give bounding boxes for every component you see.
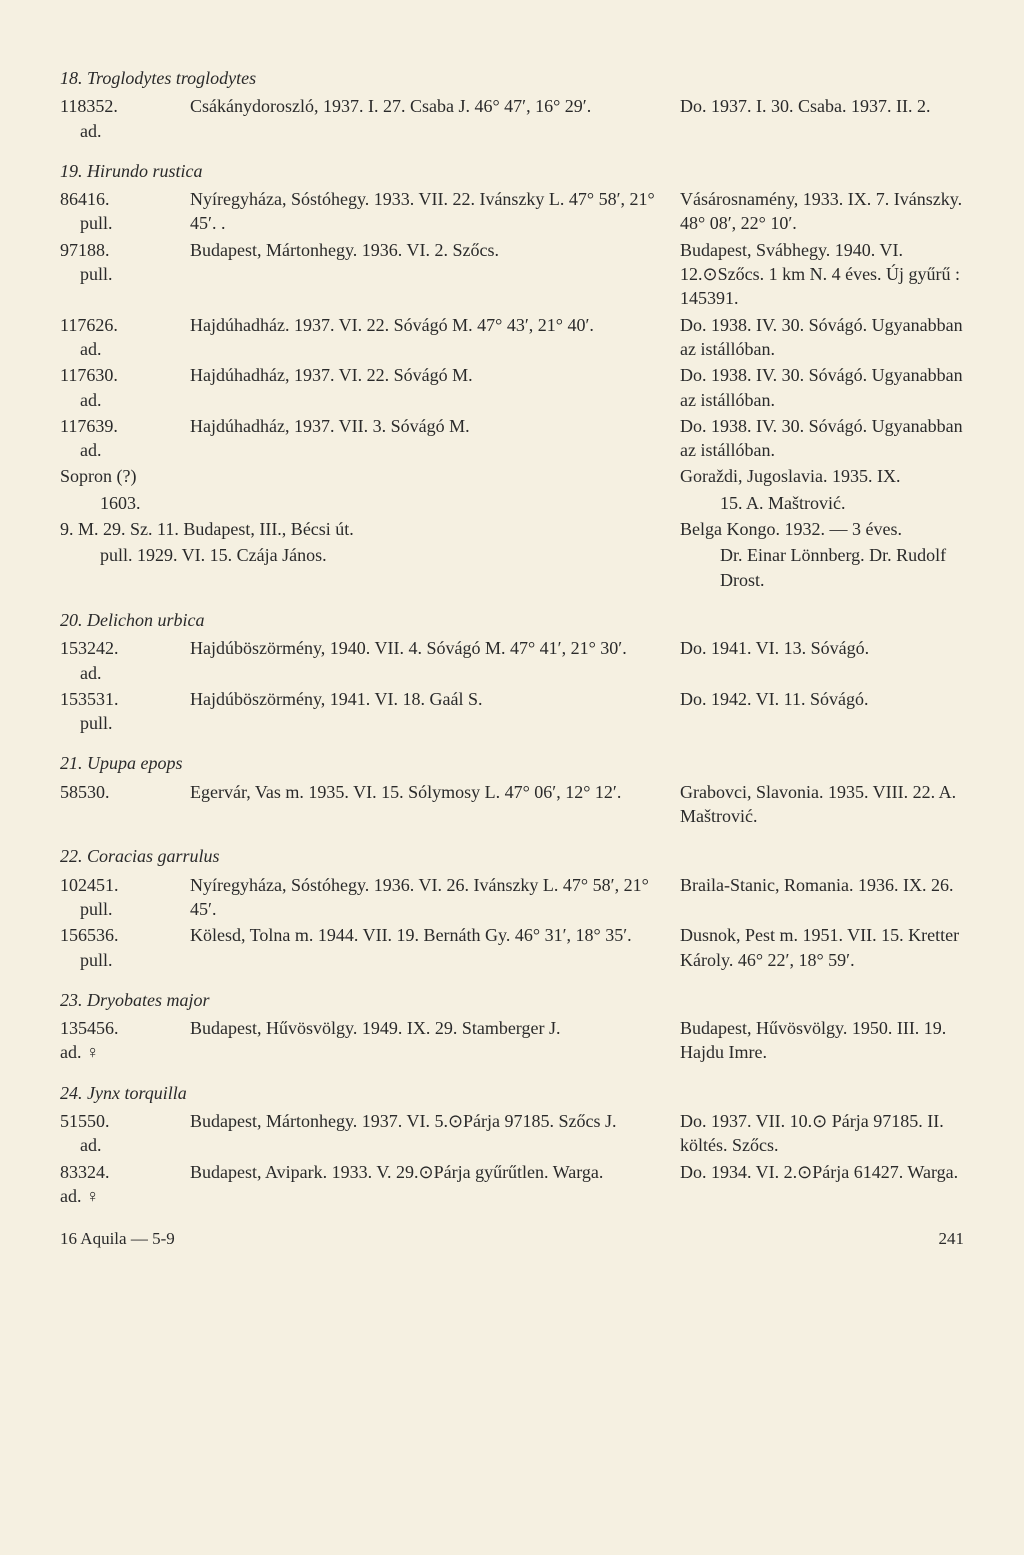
- entry-left-text: Hajdúhadház, 1937. VII. 3. Sóvágó M.: [190, 414, 660, 463]
- entry-left-text: Csákánydoroszló, 1937. I. 27. Csaba J. 4…: [190, 94, 660, 143]
- special-right: 15. A. Maštrović.: [720, 491, 964, 515]
- special-left: 1603.: [60, 491, 720, 515]
- entry-id: 117626.: [60, 313, 190, 337]
- entry-row: 153242. ad. Hajdúböszörmény, 1940. VII. …: [60, 636, 964, 685]
- entry-id: 153242.: [60, 636, 190, 660]
- entry-left-text: Egervár, Vas m. 1935. VI. 15. Sólymosy L…: [190, 780, 660, 804]
- page-number: 241: [939, 1228, 965, 1251]
- entry-type: ad.: [60, 438, 190, 462]
- entry-left-text: Budapest, Hűvösvölgy. 1949. IX. 29. Stam…: [190, 1016, 660, 1065]
- special-row: 9. M. 29. Sz. 11. Budapest, III., Bécsi …: [60, 517, 964, 541]
- entry-row: 83324. ad. ♀ Budapest, Avipark. 1933. V.…: [60, 1160, 964, 1209]
- special-right: Dr. Einar Lönnberg. Dr. Rudolf Drost.: [720, 543, 964, 592]
- entry-type: ad.: [60, 388, 190, 412]
- species-title-24: 24. Jynx torquilla: [60, 1081, 964, 1105]
- entry-right-text: Do. 1934. VI. 2.⊙Párja 61427. Warga.: [680, 1160, 964, 1209]
- special-row: Sopron (?) Goraždi, Jugoslavia. 1935. IX…: [60, 464, 964, 488]
- entry-id: 97188.: [60, 238, 190, 262]
- entry-right-text: Budapest, Svábhegy. 1940. VI. 12.⊙Szőcs.…: [680, 238, 964, 311]
- entry-left-text: Hajdúhadház. 1937. VI. 22. Sóvágó M. 47°…: [190, 313, 660, 362]
- entry-left-text: Kölesd, Tolna m. 1944. VII. 19. Bernáth …: [190, 923, 660, 972]
- entry-row: 118352. ad. Csákánydoroszló, 1937. I. 27…: [60, 94, 964, 143]
- entry-row: 117626. ad. Hajdúhadház. 1937. VI. 22. S…: [60, 313, 964, 362]
- entry-id: 118352.: [60, 94, 190, 118]
- special-left: pull. 1929. VI. 15. Czája János.: [60, 543, 720, 592]
- special-row: 1603. 15. A. Maštrović.: [60, 491, 964, 515]
- entry-type: ad.: [60, 119, 190, 143]
- entry-row: 117630. ad. Hajdúhadház, 1937. VI. 22. S…: [60, 363, 964, 412]
- entry-right-text: Budapest, Hűvösvölgy. 1950. III. 19. Haj…: [680, 1016, 964, 1065]
- entry-type: pull.: [60, 948, 190, 972]
- special-right: Goraždi, Jugoslavia. 1935. IX.: [680, 464, 964, 488]
- entry-id: 58530.: [60, 780, 190, 804]
- entry-right-text: Do. 1941. VI. 13. Sóvágó.: [680, 636, 964, 685]
- entry-right-text: Do. 1938. IV. 30. Sóvágó. Ugyanabban az …: [680, 313, 964, 362]
- entry-id: 102451.: [60, 873, 190, 897]
- special-left: 9. M. 29. Sz. 11. Budapest, III., Bécsi …: [60, 517, 680, 541]
- entry-id: 117639.: [60, 414, 190, 438]
- species-title-22: 22. Coracias garrulus: [60, 844, 964, 868]
- entry-row: 156536. pull. Kölesd, Tolna m. 1944. VII…: [60, 923, 964, 972]
- entry-row: 58530. Egervár, Vas m. 1935. VI. 15. Sól…: [60, 780, 964, 829]
- special-left: Sopron (?): [60, 464, 680, 488]
- entry-type: ad.: [60, 337, 190, 361]
- entry-left-text: Hajdúhadház, 1937. VI. 22. Sóvágó M.: [190, 363, 660, 412]
- entry-left-text: Budapest, Avipark. 1933. V. 29.⊙Párja gy…: [190, 1160, 660, 1209]
- entry-id: 117630.: [60, 363, 190, 387]
- entry-left-text: Nyíregyháza, Sóstóhegy. 1933. VII. 22. I…: [190, 187, 660, 236]
- entry-right-text: Grabovci, Slavonia. 1935. VIII. 22. A. M…: [680, 780, 964, 829]
- entry-id: 51550.: [60, 1109, 190, 1133]
- page-content: 18. Troglodytes troglodytes 118352. ad. …: [60, 66, 964, 1251]
- entry-row: 51550. ad. Budapest, Mártonhegy. 1937. V…: [60, 1109, 964, 1158]
- special-right: Belga Kongo. 1932. — 3 éves.: [680, 517, 964, 541]
- footer-left: 16 Aquila — 5-9: [60, 1228, 660, 1251]
- entry-type: pull.: [60, 897, 190, 921]
- entry-row: 135456. ad. ♀ Budapest, Hűvösvölgy. 1949…: [60, 1016, 964, 1065]
- species-title-18: 18. Troglodytes troglodytes: [60, 66, 964, 90]
- entry-row: 153531. pull. Hajdúböszörmény, 1941. VI.…: [60, 687, 964, 736]
- entry-right-text: Vásárosnamény, 1933. IX. 7. Ivánszky. 48…: [680, 187, 964, 236]
- entry-left-text: Hajdúböszörmény, 1941. VI. 18. Gaál S.: [190, 687, 660, 736]
- entry-id: 156536.: [60, 923, 190, 947]
- entry-row: 102451. pull. Nyíregyháza, Sóstóhegy. 19…: [60, 873, 964, 922]
- entry-right-text: Braila-Stanic, Romania. 1936. IX. 26.: [680, 873, 964, 922]
- entry-right-text: Do. 1937. VII. 10.⊙ Párja 97185. II. köl…: [680, 1109, 964, 1158]
- entry-right-text: Do. 1942. VI. 11. Sóvágó.: [680, 687, 964, 736]
- entry-left-text: Budapest, Mártonhegy. 1936. VI. 2. Szőcs…: [190, 238, 660, 287]
- entry-row: 97188. pull. Budapest, Mártonhegy. 1936.…: [60, 238, 964, 311]
- entry-right-text: Do. 1937. I. 30. Csaba. 1937. II. 2.: [680, 94, 964, 143]
- species-title-20: 20. Delichon urbica: [60, 608, 964, 632]
- entry-type: ad.: [60, 661, 190, 685]
- entry-row: 117639. ad. Hajdúhadház, 1937. VII. 3. S…: [60, 414, 964, 463]
- species-title-19: 19. Hirundo rustica: [60, 159, 964, 183]
- entry-row: 86416. pull. Nyíregyháza, Sóstóhegy. 193…: [60, 187, 964, 236]
- species-title-21: 21. Upupa epops: [60, 751, 964, 775]
- entry-id: 153531.: [60, 687, 190, 711]
- entry-type: pull.: [60, 211, 190, 235]
- entry-type: ad.: [60, 1133, 190, 1157]
- species-title-23: 23. Dryobates major: [60, 988, 964, 1012]
- entry-type: pull.: [60, 262, 190, 286]
- entry-left-text: Hajdúböszörmény, 1940. VII. 4. Sóvágó M.…: [190, 636, 660, 685]
- entry-type: pull.: [60, 711, 190, 735]
- special-row: pull. 1929. VI. 15. Czája János. Dr. Ein…: [60, 543, 964, 592]
- entry-id: 135456.: [60, 1016, 190, 1040]
- entry-type: ad. ♀: [60, 1040, 190, 1064]
- entry-left-text: Budapest, Mártonhegy. 1937. VI. 5.⊙Párja…: [190, 1109, 660, 1158]
- entry-id: 83324.: [60, 1160, 190, 1184]
- entry-id: 86416.: [60, 187, 190, 211]
- entry-left-text: Nyíregyháza, Sóstóhegy. 1936. VI. 26. Iv…: [190, 873, 660, 922]
- entry-right-text: Do. 1938. IV. 30. Sóvágó. Ugyanabban az …: [680, 363, 964, 412]
- footer: 16 Aquila — 5-9 241: [60, 1228, 964, 1251]
- entry-type: ad. ♀: [60, 1184, 190, 1208]
- entry-right-text: Do. 1938. IV. 30. Sóvágó. Ugyanabban az …: [680, 414, 964, 463]
- entry-right-text: Dusnok, Pest m. 1951. VII. 15. Kretter K…: [680, 923, 964, 972]
